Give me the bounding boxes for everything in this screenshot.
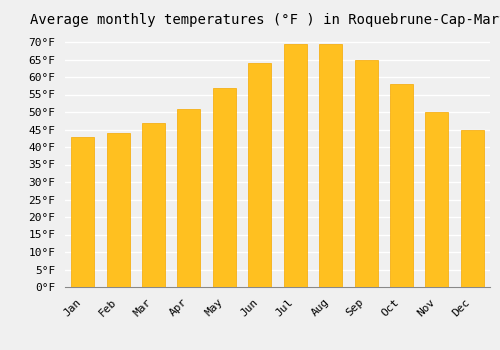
Bar (354, 60, 378, 287)
Bar (319, 44, 342, 287)
Bar (284, 44, 306, 287)
Bar (213, 88, 236, 287)
Bar (426, 112, 448, 287)
Bar (178, 108, 201, 287)
Title: Average monthly temperatures (°F ) in Roquebrune-Cap-Martin: Average monthly temperatures (°F ) in Ro… (30, 13, 500, 27)
Bar (248, 63, 272, 287)
Bar (71, 136, 94, 287)
Bar (461, 130, 484, 287)
Bar (106, 133, 130, 287)
Bar (142, 122, 165, 287)
Bar (390, 84, 413, 287)
